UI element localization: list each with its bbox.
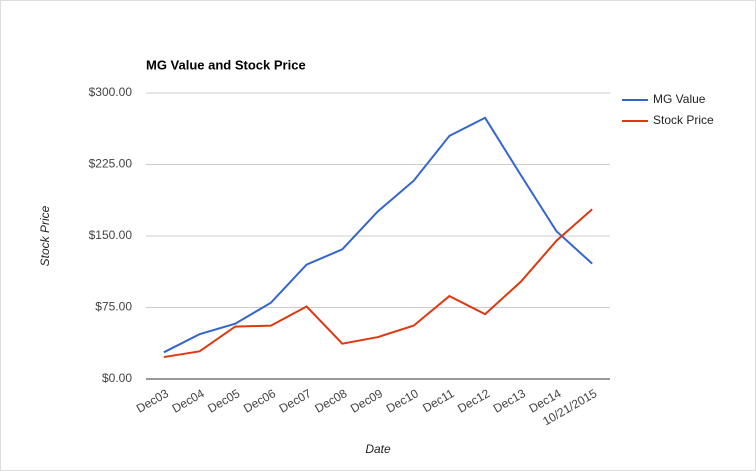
y-tick-label: $0.00	[102, 371, 132, 385]
line	[163, 116, 593, 354]
y-tick-label: $75.00	[95, 300, 132, 314]
chart-title: MG Value and Stock Price	[146, 57, 306, 72]
line	[163, 208, 593, 359]
y-axis-label: Stock Price	[38, 205, 52, 266]
legend-label: MG Value	[653, 92, 706, 106]
y-tick-label: $225.00	[89, 157, 133, 171]
y-tick-label: $150.00	[89, 228, 133, 242]
y-tick-label: $300.00	[89, 85, 133, 99]
legend-label: Stock Price	[653, 113, 714, 127]
x-axis-label: Date	[365, 442, 391, 456]
